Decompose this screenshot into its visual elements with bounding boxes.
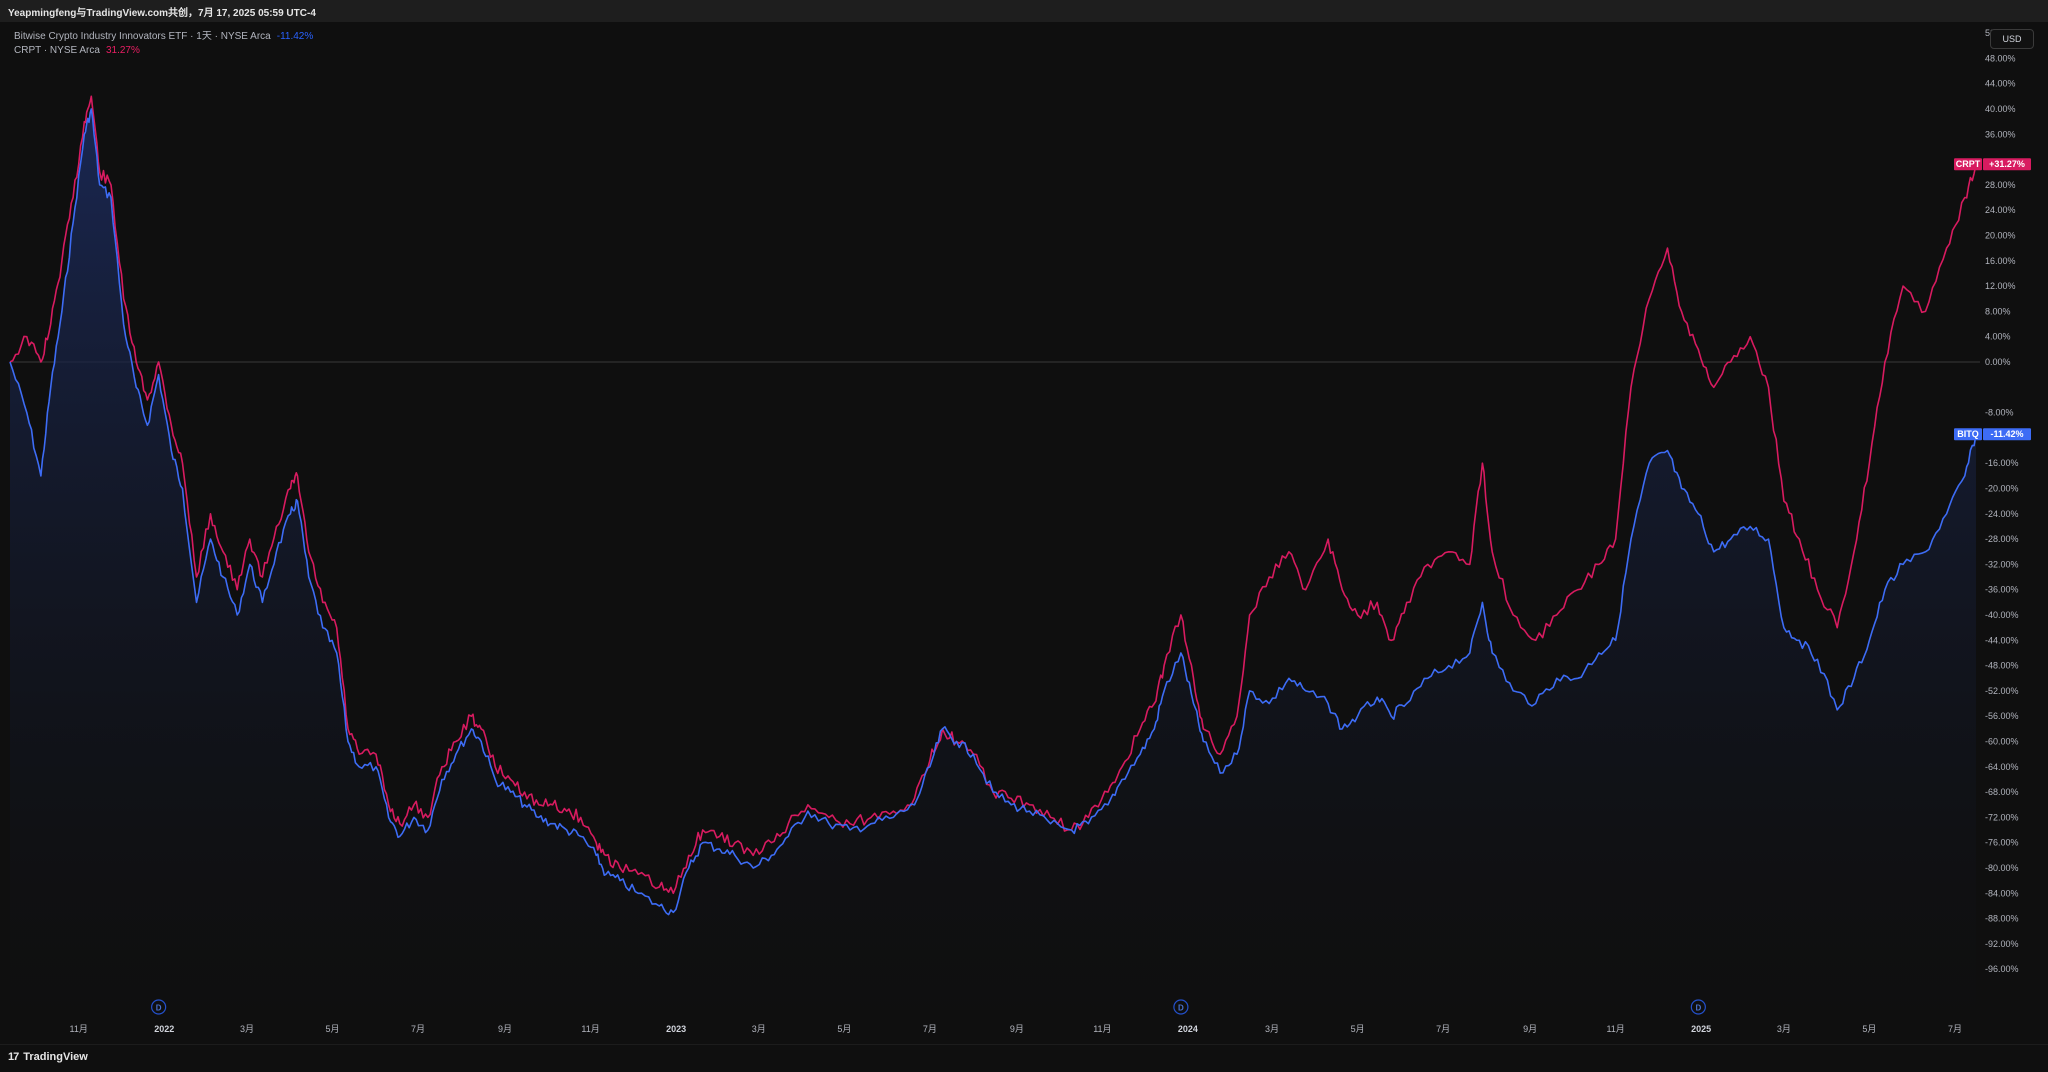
tradingview-logo-icon: 17 — [8, 1051, 19, 1063]
y-tick-label: -40.00% — [1985, 610, 2019, 620]
crpt-value-tag — [1983, 158, 2031, 171]
tradingview-brand: TradingView — [23, 1051, 88, 1063]
x-tick-label: 2023 — [666, 1024, 686, 1034]
y-tick-label: -32.00% — [1985, 559, 2019, 569]
y-tick-label: -28.00% — [1985, 534, 2019, 544]
x-tick-label: 7月 — [1436, 1024, 1450, 1034]
y-tick-label: 24.00% — [1985, 205, 2016, 215]
y-tick-label: -64.00% — [1985, 762, 2019, 772]
y-tick-label: 4.00% — [1985, 332, 2011, 342]
legend-value-bitq: -11.42% — [276, 31, 314, 42]
y-tick-label: -72.00% — [1985, 812, 2019, 822]
x-tick-label: 9月 — [1010, 1024, 1024, 1034]
y-tick-label: 12.00% — [1985, 281, 2016, 291]
y-tick-label: -20.00% — [1985, 484, 2019, 494]
legend-value-crpt: 31.27% — [105, 45, 140, 56]
x-tick-label: 9月 — [1523, 1024, 1537, 1034]
y-tick-label: -80.00% — [1985, 863, 2019, 873]
bitq-symbol-text: BITQ — [1957, 429, 1979, 439]
x-tick-label: 3月 — [752, 1024, 766, 1034]
legend-name-bitq: Bitwise Crypto Industry Innovators ETF ·… — [14, 31, 271, 42]
chart-svg[interactable]: 52.00%48.00%44.00%40.00%36.00%28.00%24.0… — [0, 22, 2048, 1044]
x-tick-label: 11月 — [70, 1024, 88, 1034]
x-tick-label: 7月 — [923, 1024, 937, 1034]
y-tick-label: -96.00% — [1985, 964, 2019, 974]
footer-bar: 17 TradingView — [0, 1044, 2048, 1072]
crpt-value-text: +31.27% — [1989, 159, 2025, 169]
y-tick-label: 0.00% — [1985, 357, 2011, 367]
x-tick-label: 3月 — [1777, 1024, 1791, 1034]
y-tick-label: -24.00% — [1985, 509, 2019, 519]
x-tick-label: 5月 — [1862, 1024, 1876, 1034]
x-tick-label: 11月 — [581, 1024, 599, 1034]
y-tick-label: -68.00% — [1985, 787, 2019, 797]
bitq-value-text: -11.42% — [1990, 429, 2023, 439]
x-tick-label: 2025 — [1691, 1024, 1711, 1034]
x-tick-label: 7月 — [1948, 1024, 1962, 1034]
x-tick-label: 5月 — [837, 1024, 851, 1034]
legend-name-crpt: CRPT · NYSE Arca — [14, 45, 100, 56]
x-tick-label: 3月 — [240, 1024, 254, 1034]
y-tick-label: -84.00% — [1985, 888, 2019, 898]
crpt-symbol-tag — [1954, 158, 1982, 171]
x-tick-label: 9月 — [498, 1024, 512, 1034]
y-tick-label: -88.00% — [1985, 914, 2019, 924]
x-tick-label: 7月 — [411, 1024, 425, 1034]
y-tick-label: -8.00% — [1985, 408, 2014, 418]
tradingview-logo[interactable]: 17 TradingView — [8, 1051, 88, 1063]
y-tick-label: 36.00% — [1985, 129, 2016, 139]
y-tick-label: -52.00% — [1985, 686, 2019, 696]
x-tick-label: 11月 — [1606, 1024, 1624, 1034]
y-tick-label: -44.00% — [1985, 635, 2019, 645]
x-tick-label: 5月 — [326, 1024, 340, 1034]
bitq-series-line — [9, 108, 1977, 916]
y-tick-label: -48.00% — [1985, 661, 2019, 671]
y-tick-label: -76.00% — [1985, 838, 2019, 848]
y-tick-label: -60.00% — [1985, 737, 2019, 747]
bitq-value-tag — [1983, 428, 2031, 441]
y-tick-label: 8.00% — [1985, 306, 2011, 316]
chart-legend: Bitwise Crypto Industry Innovators ETF ·… — [14, 30, 313, 58]
y-tick-label: -56.00% — [1985, 711, 2019, 721]
y-tick-label: 20.00% — [1985, 231, 2016, 241]
y-tick-label: -92.00% — [1985, 939, 2019, 949]
y-tick-label: -16.00% — [1985, 458, 2019, 468]
legend-row-bitq[interactable]: Bitwise Crypto Industry Innovators ETF ·… — [14, 30, 313, 44]
legend-row-crpt[interactable]: CRPT · NYSE Arca 31.27% — [14, 44, 313, 58]
bitq-symbol-tag — [1954, 428, 1982, 441]
chart-header-title: Yeapmingfeng与TradingView.com共创，7月 17, 20… — [8, 8, 316, 19]
crpt-series-line — [9, 95, 1977, 895]
x-tick-label: 5月 — [1351, 1024, 1365, 1034]
bitq-area-fill — [10, 109, 1976, 1024]
crpt-symbol-text: CRPT — [1956, 159, 1981, 169]
x-tick-label: 2024 — [1178, 1024, 1198, 1034]
y-tick-label: -36.00% — [1985, 585, 2019, 595]
y-tick-label: 44.00% — [1985, 79, 2016, 89]
x-tick-label: 11月 — [1093, 1024, 1111, 1034]
currency-button[interactable]: USD — [1990, 29, 2034, 49]
top-bar: Yeapmingfeng与TradingView.com共创，7月 17, 20… — [0, 0, 2048, 23]
x-tick-label: 2022 — [154, 1024, 174, 1034]
y-tick-label: 28.00% — [1985, 180, 2016, 190]
chart-area[interactable]: 52.00%48.00%44.00%40.00%36.00%28.00%24.0… — [0, 22, 2048, 1044]
x-tick-label: 3月 — [1265, 1024, 1279, 1034]
y-tick-label: 48.00% — [1985, 53, 2016, 63]
y-tick-label: 16.00% — [1985, 256, 2016, 266]
y-tick-label: 40.00% — [1985, 104, 2016, 114]
